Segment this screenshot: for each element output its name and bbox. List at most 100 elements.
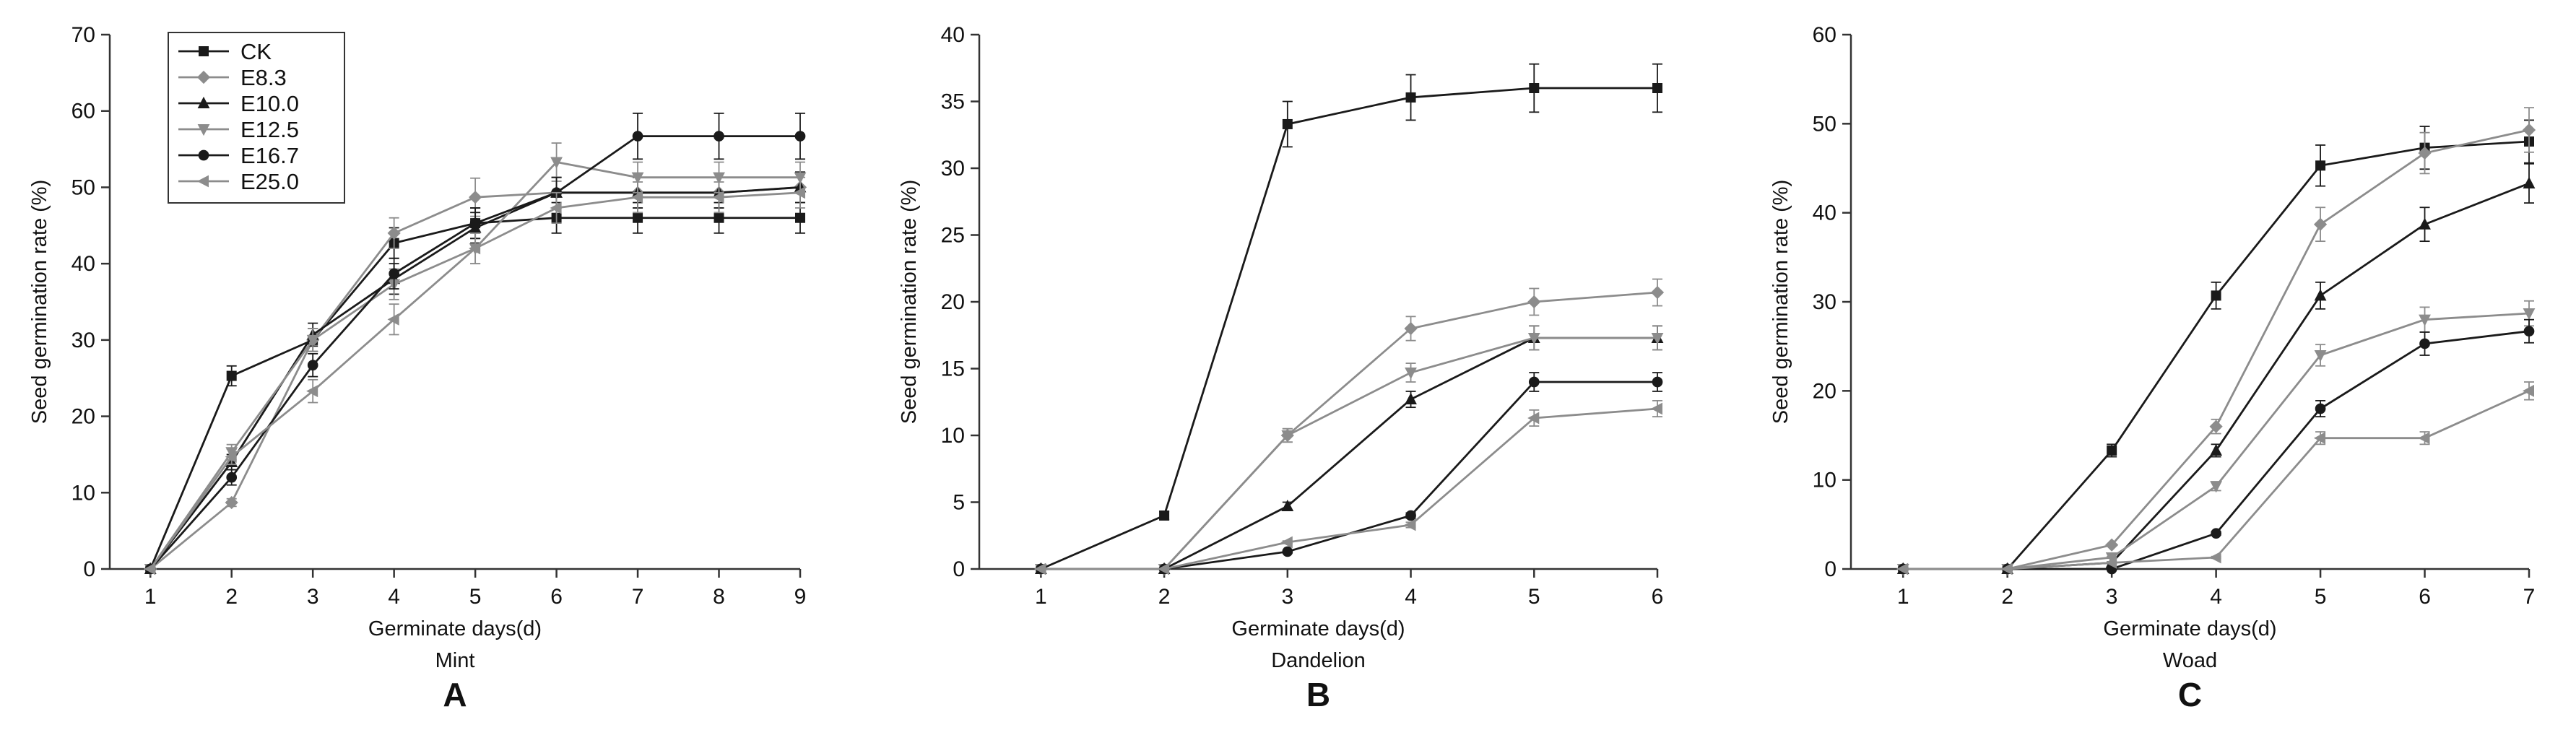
x-tick-label: 2 [1158,585,1171,609]
data-point [1404,321,1418,336]
y-tick-label: 60 [1813,23,1836,47]
legend-marker [196,70,211,84]
series-e25-0 [1034,400,1662,575]
y-tick-label: 35 [941,90,965,114]
x-tick-label: 3 [307,585,319,609]
data-point [1404,518,1416,531]
legend-marker [199,46,209,56]
data-point [1280,536,1293,549]
data-point [2210,481,2223,493]
data-point [306,334,319,347]
data-point [2419,314,2431,326]
y-tick-label: 20 [1813,379,1836,403]
y-axis-label: Seed germination rate (%) [28,180,51,425]
y-tick-label: 5 [953,491,965,515]
chart-panel-b: 0 5 10 15 20 25 30 35 40 1 2 3 4 5 6 Seed germination r… [898,23,1665,713]
data-point [2522,384,2534,397]
data-point [2523,308,2536,321]
x-tick-label: 2 [2001,585,2013,609]
data-point [2315,403,2326,414]
y-tick-label: 25 [941,224,965,248]
data-point [2315,160,2326,171]
y-tick-label: 10 [71,481,95,505]
data-point [633,212,643,223]
x-tick-label: 6 [2419,585,2431,609]
x-tick-label: 5 [2315,585,2327,609]
data-point [387,226,401,240]
data-point [713,172,725,184]
legend-label: E12.5 [240,117,299,142]
data-point [631,172,644,184]
y-tick-label: 30 [1813,290,1836,314]
panel-letter: C [2178,676,2202,713]
legend-label: E8.3 [240,65,287,90]
x-tick-label: 4 [1405,585,1417,609]
data-point [1405,92,1416,103]
y-tick-label: 0 [953,557,965,581]
data-point [1652,83,1662,93]
data-point [226,472,238,483]
legend-label: E10.0 [240,91,299,116]
x-axis-label: Germinate days(d) [1231,617,1405,640]
data-point [469,217,481,229]
data-point [1281,499,1294,512]
data-point [1529,83,1540,93]
chart-panel-c: 0 10 20 30 40 50 60 1 2 3 4 5 6 7 Seed germination rat… [1769,23,2536,713]
data-point [1527,295,1541,309]
y-tick-label: 50 [71,175,95,199]
data-point [2314,289,2327,301]
series-line [1041,291,1658,570]
series-e10-0 [1896,162,2536,574]
series-e12-5 [1034,325,1664,576]
data-point [1896,562,1909,575]
x-tick-label: 2 [225,585,238,609]
y-tick-label: 30 [71,329,95,352]
data-point [1405,368,1417,380]
data-point [2523,326,2535,337]
series-line [1040,87,1657,570]
y-tick-label: 30 [941,157,965,181]
data-point [1405,510,1416,521]
x-tick-label: 5 [469,585,482,609]
plant-name: Mint [435,649,475,672]
y-axis-label: Seed germination rate (%) [898,180,921,425]
data-point [469,191,482,204]
y-tick-label: 60 [71,100,95,123]
data-point [550,201,562,214]
x-tick-label: 3 [1281,585,1293,609]
x-tick-label: 3 [2106,585,2118,609]
data-point [1281,430,1294,443]
y-tick-label: 0 [83,557,95,581]
legend-marker [198,149,209,161]
data-point [2211,290,2221,301]
series-line [1903,390,2530,570]
legend-label: E25.0 [240,169,299,194]
data-point [2418,146,2432,160]
series-line [149,217,800,570]
data-point [630,191,643,204]
y-axis-label: Seed germination rate (%) [1769,180,1792,425]
y-tick-label: 50 [1813,112,1836,136]
data-point [1527,412,1540,425]
x-tick-label: 4 [2210,585,2222,609]
series-line [1903,182,2530,570]
y-tick-label: 70 [71,23,95,47]
y-tick-label: 40 [71,252,95,276]
x-tick-label: 7 [2523,585,2536,609]
data-point [306,385,318,398]
panel-letter: B [1306,676,1330,713]
y-tick-label: 10 [1813,469,1836,492]
x-tick-label: 8 [713,585,725,609]
data-point [226,370,237,381]
x-tick-label: 6 [1652,585,1664,609]
data-point [714,131,724,142]
data-point [387,313,399,326]
series-ck [1898,119,2534,574]
data-point [1282,546,1293,557]
data-point [389,268,399,279]
data-point [1159,510,1170,521]
x-tick-label: 1 [1035,585,1047,609]
x-tick-label: 1 [1897,585,1909,609]
data-point [2211,528,2221,539]
